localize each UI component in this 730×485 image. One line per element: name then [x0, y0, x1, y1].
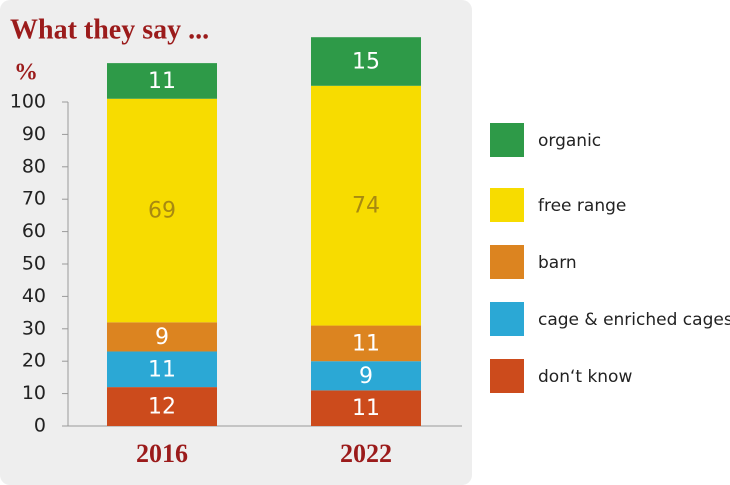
legend-swatch — [490, 245, 524, 279]
legend-swatch — [490, 359, 524, 393]
legend-label: organic — [538, 131, 601, 151]
value-label: 11 — [148, 357, 176, 382]
y-tick-label: 30 — [22, 317, 46, 339]
y-tick-label: 100 — [10, 91, 46, 113]
legend-swatch — [490, 302, 524, 336]
legend-swatch — [490, 123, 524, 157]
bar-segment — [107, 351, 217, 388]
bar-segment — [311, 325, 421, 362]
y-tick-label: 90 — [22, 123, 46, 145]
legend-label: don‘t know — [538, 367, 632, 387]
legend-label: free range — [538, 196, 626, 216]
y-tick-label: 70 — [22, 188, 46, 210]
bar-segment — [107, 322, 217, 352]
bar-segment — [107, 98, 217, 323]
value-label: 11 — [148, 69, 176, 94]
x-tick-label: 2022 — [340, 439, 392, 468]
x-tick-label: 2016 — [136, 439, 188, 468]
y-tick-label: 50 — [22, 253, 46, 275]
bar-segment — [107, 63, 217, 99]
y-tick-label: 60 — [22, 220, 46, 242]
bar-segment — [107, 387, 217, 426]
value-label: 11 — [352, 396, 380, 421]
value-label: 74 — [352, 194, 380, 219]
value-label: 12 — [148, 395, 176, 420]
legend-label: cage & enriched cages — [538, 310, 730, 330]
legend-swatch — [490, 188, 524, 222]
bar-segment — [311, 390, 421, 426]
value-label: 9 — [359, 364, 373, 389]
y-tick-label: 20 — [22, 350, 46, 372]
y-tick-label: 40 — [22, 285, 46, 307]
value-label: 9 — [155, 325, 169, 350]
y-tick-label: 80 — [22, 155, 46, 177]
bar-segment — [311, 37, 421, 86]
legend-label: barn — [538, 253, 577, 273]
chart-title: What they say ... — [10, 14, 209, 45]
y-tick-label: 10 — [22, 382, 46, 404]
value-label: 11 — [352, 331, 380, 356]
y-tick-label: 0 — [34, 415, 46, 437]
y-axis-label: % — [14, 60, 38, 86]
bar-segment — [311, 361, 421, 391]
value-label: 15 — [352, 50, 380, 75]
bar-segment — [311, 85, 421, 326]
value-label: 69 — [148, 199, 176, 224]
